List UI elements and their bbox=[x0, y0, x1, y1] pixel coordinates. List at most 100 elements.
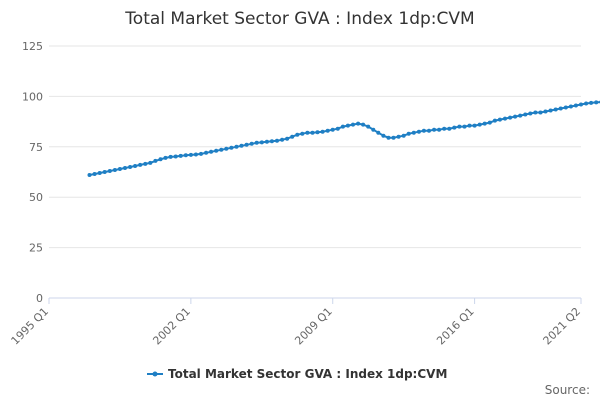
data-point[interactable] bbox=[386, 135, 391, 140]
data-point[interactable] bbox=[482, 121, 487, 126]
data-point[interactable] bbox=[503, 116, 507, 121]
data-point[interactable] bbox=[538, 110, 543, 115]
data-point[interactable] bbox=[589, 100, 594, 105]
data-point[interactable] bbox=[305, 130, 310, 135]
data-point[interactable] bbox=[148, 160, 153, 165]
data-point[interactable] bbox=[356, 121, 361, 126]
data-point[interactable] bbox=[330, 127, 335, 132]
data-point[interactable] bbox=[244, 142, 249, 147]
data-point[interactable] bbox=[264, 139, 269, 144]
data-point[interactable] bbox=[335, 126, 340, 131]
data-point[interactable] bbox=[528, 111, 533, 116]
data-point[interactable] bbox=[315, 130, 320, 135]
data-point[interactable] bbox=[92, 172, 97, 176]
data-point[interactable] bbox=[239, 143, 244, 148]
data-point[interactable] bbox=[406, 131, 411, 136]
data-point[interactable] bbox=[472, 123, 477, 128]
data-point[interactable] bbox=[579, 102, 583, 107]
data-point[interactable] bbox=[275, 138, 279, 143]
data-point[interactable] bbox=[259, 140, 264, 145]
data-point[interactable] bbox=[437, 127, 442, 132]
data-point[interactable] bbox=[345, 123, 350, 128]
data-point[interactable] bbox=[107, 169, 112, 173]
data-point[interactable] bbox=[209, 149, 214, 154]
data-point[interactable] bbox=[280, 137, 285, 142]
data-point[interactable] bbox=[584, 101, 589, 106]
data-point[interactable] bbox=[214, 148, 219, 153]
data-point[interactable] bbox=[153, 158, 158, 163]
data-point[interactable] bbox=[421, 128, 426, 133]
data-point[interactable] bbox=[295, 132, 300, 137]
data-point[interactable] bbox=[411, 130, 416, 135]
data-point[interactable] bbox=[492, 118, 497, 123]
data-point[interactable] bbox=[249, 141, 254, 146]
data-point[interactable] bbox=[523, 112, 528, 117]
data-point[interactable] bbox=[254, 140, 259, 145]
data-point[interactable] bbox=[447, 126, 452, 131]
data-point[interactable] bbox=[229, 145, 234, 150]
data-point[interactable] bbox=[117, 167, 122, 171]
data-point[interactable] bbox=[533, 110, 538, 115]
data-point[interactable] bbox=[427, 128, 431, 133]
data-point[interactable] bbox=[102, 170, 107, 174]
data-point[interactable] bbox=[97, 171, 102, 175]
data-point[interactable] bbox=[325, 128, 330, 133]
data-point[interactable] bbox=[87, 173, 92, 177]
data-point[interactable] bbox=[178, 153, 183, 158]
data-point[interactable] bbox=[168, 154, 173, 159]
data-point[interactable] bbox=[269, 139, 274, 144]
data-point[interactable] bbox=[558, 106, 563, 111]
data-point[interactable] bbox=[224, 146, 229, 151]
data-point[interactable] bbox=[457, 124, 462, 129]
data-point[interactable] bbox=[513, 114, 518, 119]
data-point[interactable] bbox=[487, 120, 492, 125]
data-point[interactable] bbox=[381, 133, 386, 138]
data-point[interactable] bbox=[563, 105, 568, 110]
data-point[interactable] bbox=[366, 124, 371, 129]
data-point[interactable] bbox=[477, 122, 482, 127]
data-point[interactable] bbox=[285, 136, 290, 141]
data-point[interactable] bbox=[351, 122, 355, 127]
data-point[interactable] bbox=[183, 153, 188, 158]
data-point[interactable] bbox=[123, 166, 127, 170]
data-point[interactable] bbox=[163, 155, 168, 160]
data-point[interactable] bbox=[340, 124, 345, 129]
data-point[interactable] bbox=[158, 157, 163, 162]
data-point[interactable] bbox=[371, 127, 376, 132]
data-point[interactable] bbox=[376, 130, 381, 135]
data-point[interactable] bbox=[416, 129, 421, 134]
data-point[interactable] bbox=[452, 125, 457, 130]
data-point[interactable] bbox=[548, 108, 553, 113]
data-point[interactable] bbox=[553, 107, 558, 112]
data-point[interactable] bbox=[361, 122, 366, 127]
data-point[interactable] bbox=[219, 147, 224, 152]
data-point[interactable] bbox=[133, 164, 138, 168]
data-point[interactable] bbox=[462, 124, 467, 129]
data-point[interactable] bbox=[497, 117, 502, 122]
data-point[interactable] bbox=[173, 154, 178, 159]
data-point[interactable] bbox=[193, 152, 198, 157]
data-point[interactable] bbox=[143, 161, 148, 166]
data-point[interactable] bbox=[568, 104, 573, 109]
data-point[interactable] bbox=[573, 103, 578, 108]
data-point[interactable] bbox=[188, 152, 193, 157]
data-point[interactable] bbox=[467, 123, 472, 128]
data-point[interactable] bbox=[396, 134, 401, 139]
data-point[interactable] bbox=[391, 135, 396, 140]
data-point[interactable] bbox=[310, 130, 315, 135]
data-point[interactable] bbox=[320, 129, 325, 134]
data-point[interactable] bbox=[234, 144, 239, 149]
data-point[interactable] bbox=[432, 127, 437, 132]
data-point[interactable] bbox=[290, 134, 295, 139]
data-point[interactable] bbox=[594, 100, 599, 105]
data-point[interactable] bbox=[199, 151, 203, 156]
data-point[interactable] bbox=[442, 126, 447, 131]
data-point[interactable] bbox=[518, 113, 523, 118]
data-point[interactable] bbox=[112, 168, 117, 172]
data-point[interactable] bbox=[138, 162, 143, 167]
legend[interactable]: Total Market Sector GVA : Index 1dp:CVM bbox=[147, 367, 447, 381]
data-point[interactable] bbox=[508, 115, 513, 120]
data-point[interactable] bbox=[401, 133, 406, 138]
data-point[interactable] bbox=[204, 150, 209, 155]
data-point[interactable] bbox=[300, 131, 305, 136]
